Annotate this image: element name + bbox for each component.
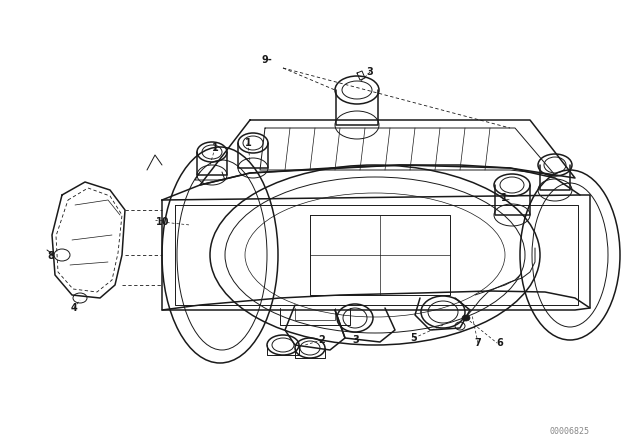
Text: 3: 3 — [353, 335, 360, 345]
Text: 8: 8 — [47, 251, 54, 261]
Text: 1: 1 — [212, 143, 218, 153]
Ellipse shape — [462, 315, 470, 321]
Text: 3: 3 — [367, 67, 373, 77]
Text: 2: 2 — [319, 335, 325, 345]
Text: 9-: 9- — [262, 55, 273, 65]
Text: 5: 5 — [411, 333, 417, 343]
Text: 6: 6 — [497, 338, 504, 348]
Text: 4: 4 — [70, 303, 77, 313]
Text: 7: 7 — [475, 338, 481, 348]
Text: 1: 1 — [500, 193, 508, 203]
Text: 00006825: 00006825 — [550, 427, 590, 436]
Text: 1: 1 — [244, 138, 252, 148]
Text: 10: 10 — [156, 217, 170, 227]
